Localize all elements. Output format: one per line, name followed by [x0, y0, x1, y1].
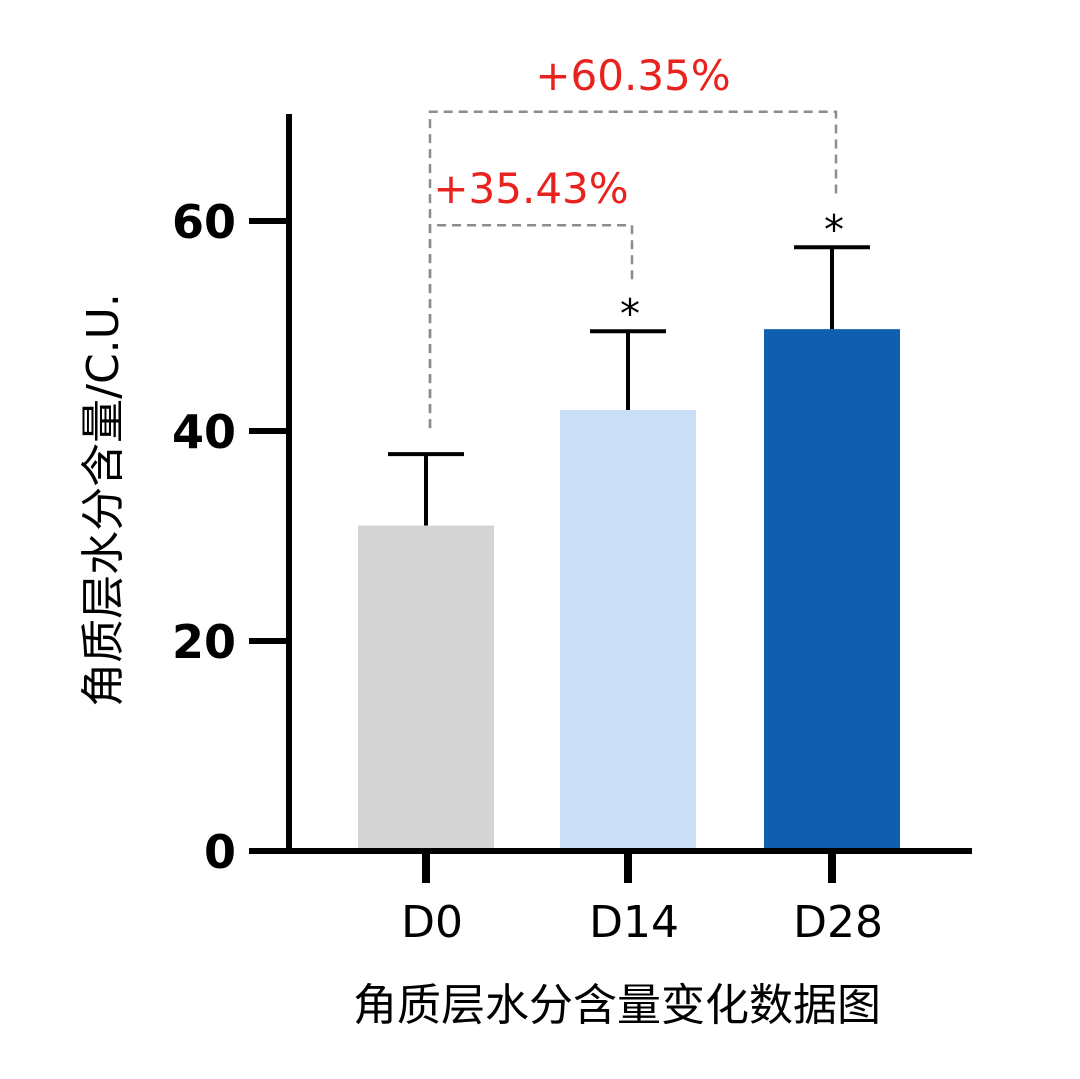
comparison-bracket-d0-d14	[428, 223, 634, 429]
axes-layer	[249, 114, 972, 883]
comparison-bracket-d0-d28	[428, 110, 838, 429]
bar-d14	[560, 410, 696, 851]
significance-brackets-layer	[428, 110, 838, 429]
y-axis-title: 角质层水分含量/C.U.	[78, 293, 129, 707]
error-bars-layer	[388, 245, 870, 526]
y-tick-label-0: 0	[204, 825, 236, 879]
labels-layer: * * +35.43% +60.35% 0 20 40 60 D0 D14 D28	[172, 51, 883, 948]
x-tick-label-d28: D28	[793, 897, 883, 948]
percent-change-label-d28: +60.35%	[535, 51, 730, 100]
x-axis-title: 角质层水分含量变化数据图	[353, 980, 881, 1031]
bars-layer	[358, 329, 900, 851]
y-tick-label-60: 60	[172, 195, 236, 249]
y-tick-label-20: 20	[172, 615, 236, 669]
significance-star-d14: *	[620, 291, 640, 337]
significance-star-d28: *	[824, 207, 844, 253]
bar-d28	[764, 329, 900, 851]
bar-d0	[358, 525, 494, 851]
y-tick-label-40: 40	[172, 405, 236, 459]
x-tick-label-d0: D0	[401, 897, 463, 948]
x-tick-label-d14: D14	[589, 897, 679, 948]
percent-change-label-d14: +35.43%	[433, 164, 628, 213]
